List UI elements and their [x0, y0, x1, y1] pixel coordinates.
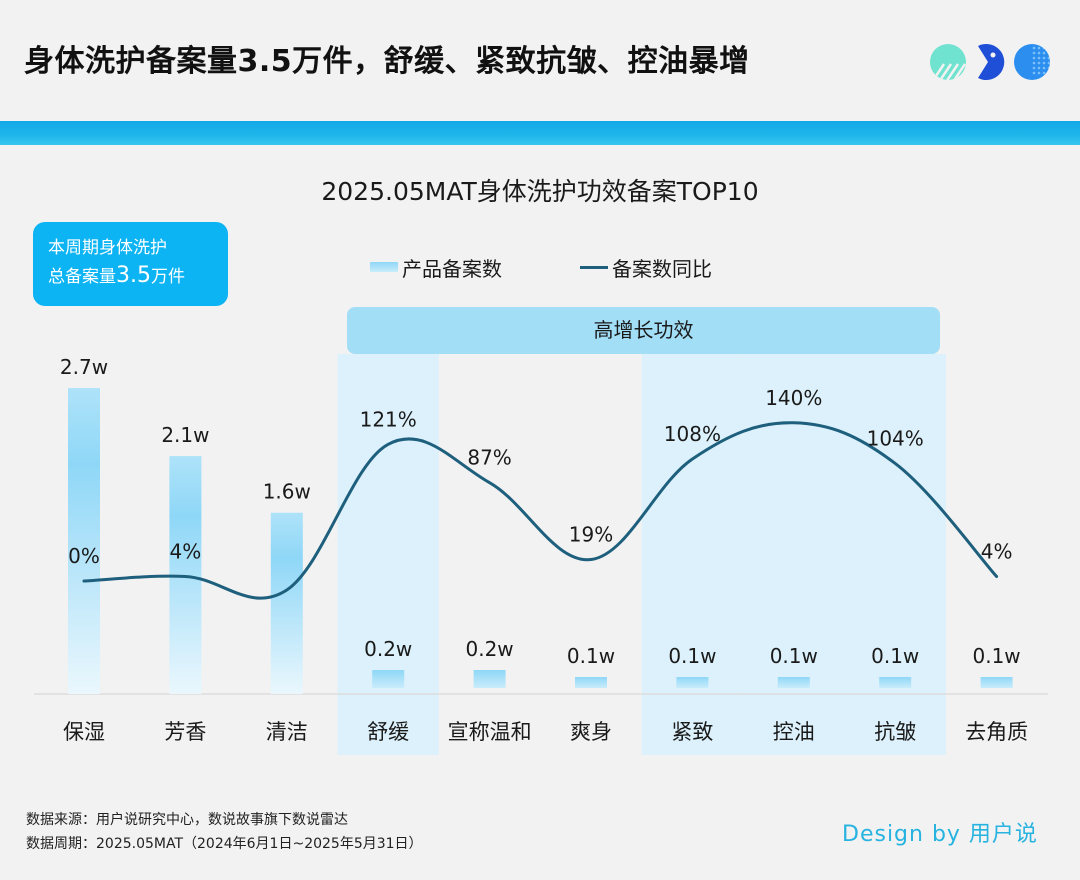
legend-line-swatch [580, 265, 608, 269]
line-value-label: 87% [467, 446, 511, 470]
legend-bar-label: 产品备案数 [402, 256, 502, 281]
bar[interactable] [980, 677, 1013, 688]
x-tick-label: 去角质 [965, 720, 1028, 744]
legend-item-line[interactable]: 备案数同比 [580, 254, 712, 281]
bar-value-labels: 2.7w 2.1w 1.6w 0.2w 0.2w 0.1w 0.1w 0.1w 0.1w 0.1w [60, 355, 1021, 668]
bar-value-label: 1.6w [263, 480, 311, 504]
design-credit: Design by 用户说 [842, 822, 1038, 847]
summary-line-2: 总备案量3.5万件 [48, 262, 228, 291]
headline: 身体洗护备案量3.5万件，舒缓、紧致抗皱、控油暴增 [24, 44, 750, 79]
highlight-column [844, 354, 946, 755]
x-tick-label: 清洁 [266, 720, 308, 744]
summary-suffix: 万件 [151, 267, 185, 287]
bar[interactable] [473, 670, 506, 688]
x-tick-label: 保湿 [63, 720, 105, 744]
summary-line-1: 本周期身体洗护 [48, 238, 167, 258]
legend-line-label: 备案数同比 [612, 256, 712, 281]
highlight-column [743, 354, 845, 755]
dotted-circle-icon [1014, 44, 1050, 80]
line-value-label: 121% [360, 407, 417, 431]
bar-value-label: 0.1w [973, 644, 1021, 668]
legend-item-bar[interactable]: 产品备案数 [370, 254, 502, 281]
line-value-label: 4% [170, 539, 202, 563]
line-value-label: 0% [68, 544, 100, 568]
line-value-label: 19% [569, 523, 613, 547]
x-tick-label: 宣称温和 [448, 720, 532, 744]
line-value-label: 104% [867, 426, 924, 450]
line-value-label: 140% [765, 386, 822, 410]
brand-logo [930, 44, 1050, 80]
summary-prefix: 总备案量 [48, 267, 116, 287]
legend-bar-swatch [370, 262, 398, 272]
pacman-icon [978, 44, 1005, 80]
footer-notes: 数据来源：用户说研究中心，数说故事旗下数说雷达 数据周期：2025.05MAT（… [26, 808, 423, 856]
bar-value-label: 0.1w [871, 644, 919, 668]
bar-value-label: 0.1w [567, 644, 615, 668]
x-tick-label: 爽身 [570, 720, 612, 744]
bar[interactable] [372, 670, 405, 688]
bar[interactable] [676, 677, 709, 688]
data-period: 数据周期：2025.05MAT（2024年6月1日~2025年5月31日） [26, 836, 423, 852]
highlight-column [337, 354, 439, 755]
line-value-label: 108% [664, 422, 721, 446]
bar-value-label: 0.1w [770, 644, 818, 668]
line-value-label: 4% [981, 539, 1013, 563]
bar[interactable] [575, 677, 607, 688]
yoy-line [82, 421, 999, 600]
chart-title: 2025.05MAT身体洗护功效备案TOP10 [321, 177, 759, 206]
bar-value-label: 2.7w [60, 355, 108, 379]
bar-value-label: 0.2w [364, 637, 412, 661]
x-tick-label: 芳香 [164, 720, 206, 744]
x-axis-tick-labels: 保湿 芳香 清洁 舒缓 宣称温和 爽身 紧致 控油 抗皱 去角质 [63, 720, 1028, 744]
data-source: 数据来源：用户说研究中心，数说故事旗下数说雷达 [26, 812, 348, 828]
x-tick-label: 抗皱 [874, 720, 916, 744]
bar-value-label: 0.1w [668, 644, 716, 668]
line-value-labels: 0% 4% 121% 87% 19% 108% 140% 104% 4% [68, 386, 1012, 568]
bar[interactable] [270, 512, 303, 694]
bar-value-label: 0.2w [466, 637, 514, 661]
summary-value: 3.5 [116, 263, 151, 288]
x-tick-label: 控油 [773, 720, 815, 744]
x-tick-label: 舒缓 [367, 720, 409, 744]
header-band [0, 121, 1080, 145]
bar-value-label: 2.1w [161, 423, 209, 447]
highlight-column [641, 354, 744, 755]
high-growth-banner: 高增长功效 [347, 307, 940, 354]
x-tick-label: 紧致 [671, 720, 713, 744]
bar[interactable] [879, 677, 912, 688]
highlight-columns [337, 354, 946, 755]
total-summary-box: 本周期身体洗护 总备案量3.5万件 [33, 222, 228, 306]
bar[interactable] [777, 677, 810, 688]
bar[interactable] [68, 388, 100, 694]
